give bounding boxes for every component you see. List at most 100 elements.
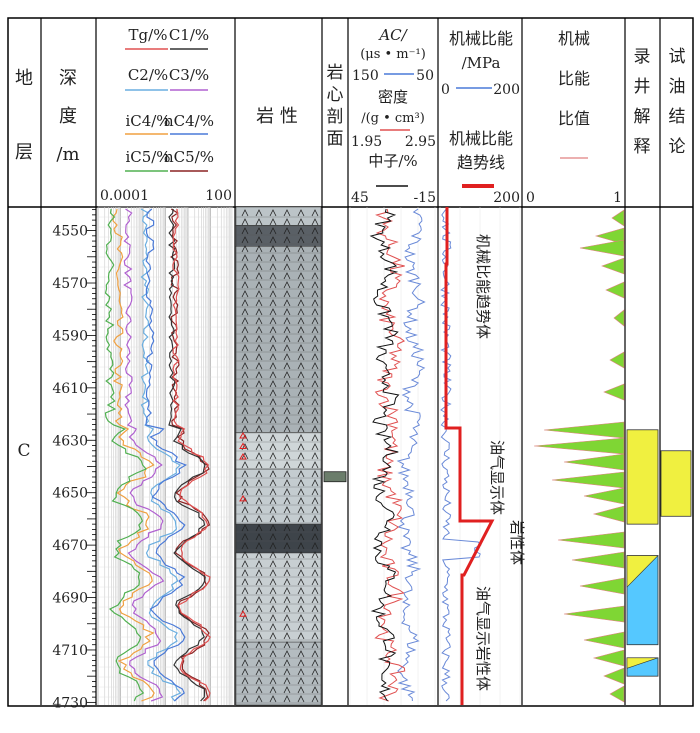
lithology-track [235,206,322,706]
density-min: 1.95 [351,134,382,150]
lithology-symbol [269,254,277,262]
lithology-symbol [311,407,319,415]
lithology-symbol [241,659,249,667]
gas-ic5-label: iC5/% [125,148,170,166]
lithology-symbol [311,650,319,658]
lithology-symbol [283,668,291,676]
lithology-symbol [311,452,319,460]
header-core: 岩 心 剖 面 [327,63,344,149]
ratio-spike [609,685,625,703]
lithology-symbol [241,641,249,649]
lithology-symbol [255,506,263,514]
lithology-symbol [297,641,305,649]
lithology-symbol [241,506,249,514]
ratio-spike [603,667,625,685]
lithology-symbol [283,623,291,631]
lithology-symbol [255,209,263,217]
lithology-symbol [311,461,319,469]
lithology-symbol [269,326,277,334]
lithology-symbol [269,398,277,406]
lithology-symbol [311,326,319,334]
lithology-symbol [255,605,263,613]
lithology-symbol [283,569,291,577]
lithology-symbol [241,686,249,694]
interp-header-2: 井 [634,77,651,97]
annotation-oil-show: 油气显示体 [488,440,506,515]
lithology-symbol [283,281,291,289]
lithology-symbol [255,299,263,307]
lithology-symbol [241,533,249,541]
lithology-symbol [311,632,319,640]
test-header-2: 油 [669,77,686,97]
lithology-symbol [311,434,319,442]
lithology-symbol [241,470,249,478]
lithology-symbol [241,560,249,568]
lithology-symbol [255,677,263,685]
lithology-symbol [255,623,263,631]
lithology-symbol [311,299,319,307]
lithology-symbol [269,434,277,442]
lithology-symbol [255,587,263,595]
lithology-symbol [283,524,291,532]
lithology-symbol [241,569,249,577]
lithology-symbol [269,659,277,667]
lithology-symbol [269,506,277,514]
lithology-symbol [297,560,305,568]
lithology-symbol [255,686,263,694]
lithology-symbol [283,560,291,568]
lithology-symbol [297,281,305,289]
lithology-symbol [297,596,305,604]
lithology-symbol [297,587,305,595]
lithology-symbol [255,515,263,523]
lithology-symbol [311,227,319,235]
annotation-mse-trend: 机械比能趋势体 [474,234,492,339]
lithology-symbol [255,407,263,415]
depth-label: 4610 [52,381,88,397]
ratio-spike [579,577,625,595]
lithology-symbol [241,227,249,235]
ratio-spike [605,281,625,299]
lithology-symbol [311,389,319,397]
lithology-symbol [255,362,263,370]
oil-show-symbol [239,494,247,502]
lithology-symbol [269,272,277,280]
frame [7,17,694,707]
lithology-symbol [297,416,305,424]
lithology-symbol [241,389,249,397]
lithology-symbol [283,551,291,559]
lithology-symbol [283,416,291,424]
lithology-symbol [311,596,319,604]
ratio-header-1: 机械 [558,29,590,48]
lithology-symbol [311,245,319,253]
lithology-symbol [269,335,277,343]
gas-scale-max: 100 [205,188,232,204]
lithology-symbol [255,317,263,325]
interp-header-1: 录 [634,47,651,67]
lithology-symbol [255,524,263,532]
gas-nc5-label: nC5/% [164,148,214,166]
lithology-symbol [269,587,277,595]
lithology-symbol [297,290,305,298]
lithology-symbol [255,245,263,253]
interp-oil-layer [626,429,659,525]
lithology-symbol [241,308,249,316]
lithology-symbol [311,344,319,352]
stratum-label: C [17,441,30,461]
lithology-symbol [311,695,319,703]
lithology-symbol [297,452,305,460]
lithology-symbol [297,470,305,478]
ratio-spike [613,309,625,327]
lithology-symbol [241,515,249,523]
interp-transition-2 [626,657,659,669]
lithology-symbol [311,524,319,532]
ratio-spike [551,471,625,489]
lithology-symbol [255,695,263,703]
lithology-symbol [241,317,249,325]
lithology-symbol [255,614,263,622]
lithology-symbol [241,461,249,469]
lithology-symbol [269,686,277,694]
lithology-symbol [311,470,319,478]
lithology-symbol [297,272,305,280]
lithology-symbol [241,578,249,586]
lithology-symbol [269,623,277,631]
